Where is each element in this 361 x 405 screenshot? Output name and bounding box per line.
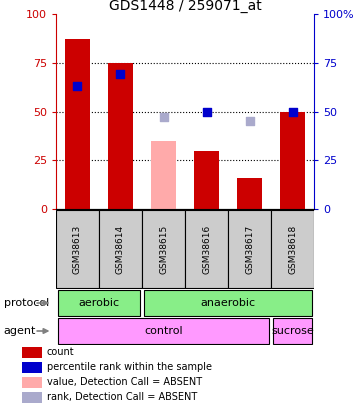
Bar xyxy=(186,210,227,288)
Point xyxy=(161,114,166,121)
Bar xyxy=(271,210,314,288)
Bar xyxy=(58,318,269,343)
Bar xyxy=(56,210,99,288)
Bar xyxy=(108,63,134,209)
Bar xyxy=(237,178,262,209)
Text: rank, Detection Call = ABSENT: rank, Detection Call = ABSENT xyxy=(47,392,197,402)
Text: GSM38617: GSM38617 xyxy=(245,224,254,274)
Point xyxy=(75,83,81,90)
Text: GSM38618: GSM38618 xyxy=(288,224,297,274)
Point xyxy=(247,118,252,124)
Text: protocol: protocol xyxy=(4,298,49,308)
Bar xyxy=(144,290,312,315)
Bar xyxy=(229,210,271,288)
Bar xyxy=(65,39,90,209)
Bar xyxy=(193,151,219,209)
Text: anaerobic: anaerobic xyxy=(200,298,256,308)
Text: GSM38616: GSM38616 xyxy=(202,224,211,274)
Text: aerobic: aerobic xyxy=(78,298,119,308)
Text: control: control xyxy=(144,326,183,336)
Bar xyxy=(58,290,140,315)
Text: percentile rank within the sample: percentile rank within the sample xyxy=(47,362,212,372)
Text: GSM38615: GSM38615 xyxy=(159,224,168,274)
Text: count: count xyxy=(47,347,75,357)
Text: value, Detection Call = ABSENT: value, Detection Call = ABSENT xyxy=(47,377,202,387)
Bar xyxy=(22,377,42,388)
Bar xyxy=(22,362,42,373)
Bar xyxy=(22,392,42,403)
Text: GSM38613: GSM38613 xyxy=(73,224,82,274)
Point xyxy=(118,71,123,78)
Point xyxy=(290,108,295,115)
Text: sucrose: sucrose xyxy=(271,326,314,336)
Bar xyxy=(151,141,177,209)
Bar xyxy=(143,210,184,288)
Title: GDS1448 / 259071_at: GDS1448 / 259071_at xyxy=(109,0,261,13)
Point xyxy=(204,108,209,115)
Bar xyxy=(99,210,142,288)
Bar xyxy=(273,318,312,343)
Bar xyxy=(280,111,305,209)
Text: agent: agent xyxy=(4,326,36,336)
Text: GSM38614: GSM38614 xyxy=(116,224,125,273)
Bar xyxy=(22,347,42,358)
